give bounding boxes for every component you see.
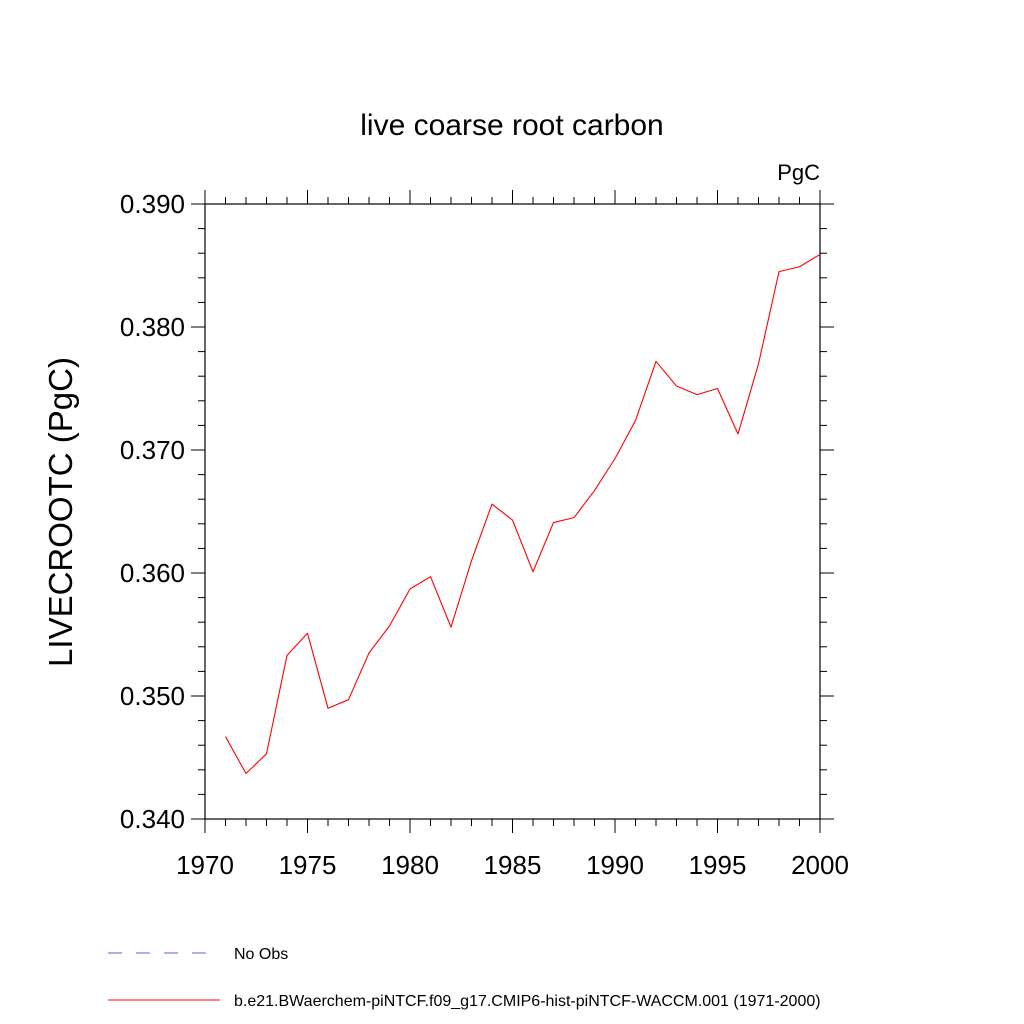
legend-label-1: b.e21.BWaerchem-piNTCF.f09_g17.CMIP6-his… [234,993,821,1010]
series-line-0 [225,253,821,775]
units-label: PgC [777,160,820,185]
y-tick-label: 0.380 [120,312,185,342]
x-tick-label: 1970 [176,850,234,880]
x-tick-label: 1975 [279,850,337,880]
chart-title: live coarse root carbon [360,109,664,142]
y-tick-label: 0.340 [120,804,185,834]
y-tick-label: 0.360 [120,558,185,588]
x-tick-label: 1990 [586,850,644,880]
x-tick-label: 1995 [689,850,747,880]
series-lines [225,253,821,775]
x-tick-label: 1985 [484,850,542,880]
x-tick-label: 2000 [791,850,849,880]
y-tick-label: 0.350 [120,681,185,711]
y-tick-label: 0.390 [120,189,185,219]
y-axis-label: LIVECROOTC (PgC) [42,357,79,667]
plot-frame [204,203,821,820]
legend: No Obs b.e21.BWaerchem-piNTCF.f09_g17.CMI… [108,946,821,1010]
y-tick-label: 0.370 [120,435,185,465]
x-tick-label: 1980 [381,850,439,880]
axes: 1970 1975 1980 1985 1990 1995 2000 0.340 0.350 0.… [120,189,849,880]
legend-label-0: No Obs [234,946,288,963]
